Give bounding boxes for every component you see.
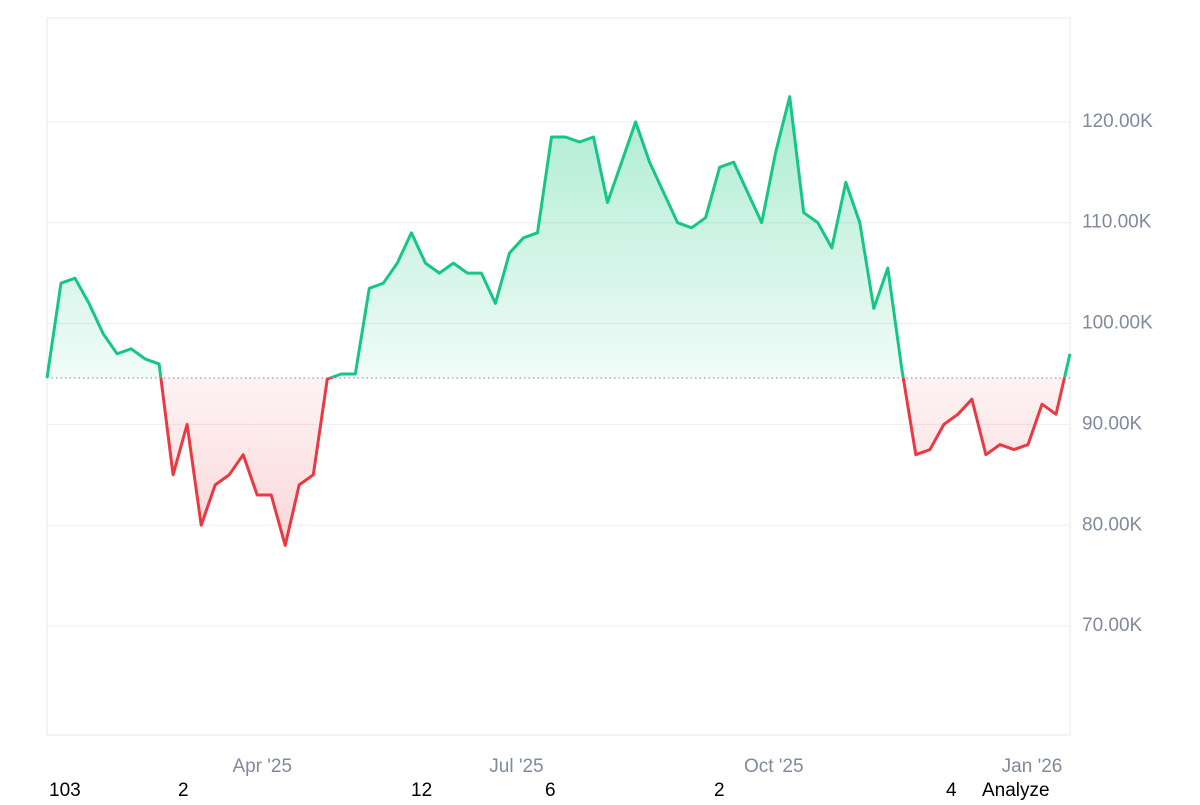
area	[47, 96, 1070, 546]
y-tick-label: 90.00K	[1082, 413, 1143, 434]
footer-item: 2	[714, 780, 725, 800]
x-tick-label: Jan '26	[1002, 756, 1063, 777]
analyze-button[interactable]: Analyze	[982, 780, 1050, 801]
price-line	[45, 95, 1072, 547]
y-tick-label: 120.00K	[1082, 111, 1153, 132]
x-tick-label: Jul '25	[489, 756, 543, 777]
y-tick-label: 110.00K	[1082, 212, 1152, 233]
y-tick-label: 80.00K	[1082, 514, 1143, 535]
footer-item: 103	[49, 780, 81, 800]
footer-item: 12	[411, 780, 432, 800]
footer-item: 2	[178, 780, 189, 800]
footer-item: 6	[545, 780, 556, 800]
x-tick-label: Oct '25	[744, 756, 804, 777]
y-tick-label: 100.00K	[1082, 313, 1153, 334]
y-tick-label: 70.00K	[1082, 615, 1143, 636]
footer-item: 4	[946, 780, 957, 800]
x-tick-label: Apr '25	[232, 756, 292, 777]
